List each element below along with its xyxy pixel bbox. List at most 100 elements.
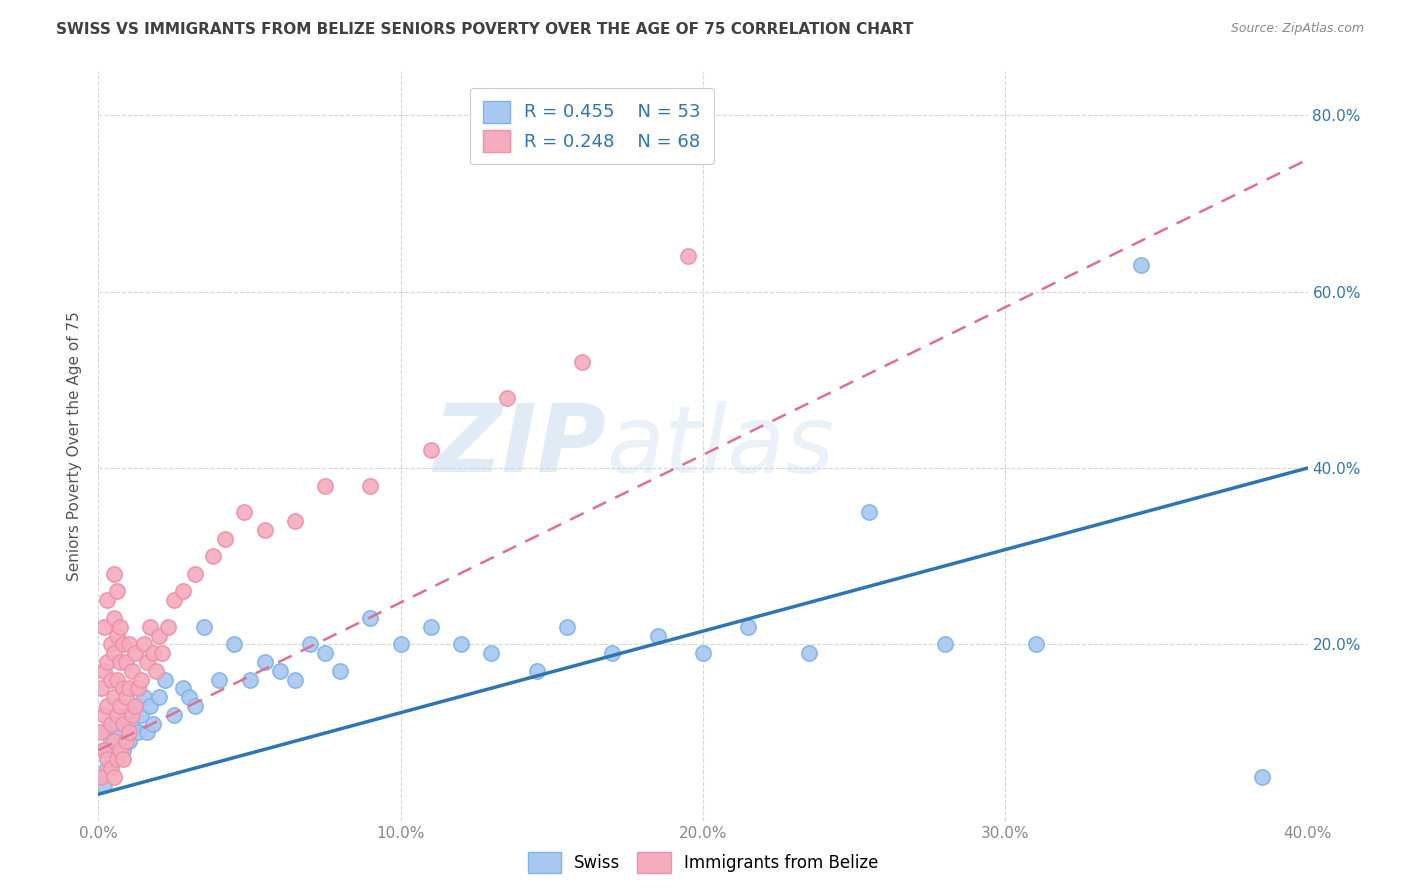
Text: ZIP: ZIP — [433, 400, 606, 492]
Point — [360, 611, 382, 625]
Point — [193, 620, 215, 634]
Point — [103, 690, 125, 705]
Point — [142, 716, 165, 731]
Point — [360, 478, 382, 492]
Point — [105, 584, 128, 599]
Y-axis label: Seniors Poverty Over the Age of 75: Seniors Poverty Over the Age of 75 — [67, 311, 83, 581]
Point — [179, 690, 201, 705]
Point — [299, 637, 322, 651]
Point — [90, 681, 112, 696]
Point — [571, 355, 593, 369]
Point — [105, 673, 128, 687]
Point — [100, 716, 122, 731]
Text: atlas: atlas — [606, 401, 835, 491]
Point — [202, 549, 225, 564]
Point — [124, 699, 146, 714]
Point — [103, 752, 125, 766]
Point — [103, 611, 125, 625]
Point — [647, 628, 669, 642]
Point — [108, 743, 131, 757]
Point — [111, 681, 134, 696]
Point — [239, 673, 262, 687]
Point — [139, 620, 162, 634]
Point — [105, 628, 128, 642]
Point — [224, 637, 246, 651]
Point — [96, 699, 118, 714]
Point — [124, 699, 146, 714]
Point — [389, 637, 412, 651]
Point — [93, 743, 115, 757]
Point — [96, 752, 118, 766]
Point — [797, 646, 820, 660]
Point — [103, 646, 125, 660]
Point — [135, 725, 157, 739]
Point — [105, 716, 128, 731]
Point — [420, 620, 443, 634]
Point — [329, 664, 352, 678]
Point — [111, 637, 134, 651]
Point — [555, 620, 578, 634]
Point — [495, 391, 517, 405]
Legend: Swiss, Immigrants from Belize: Swiss, Immigrants from Belize — [522, 846, 884, 880]
Point — [314, 646, 336, 660]
Point — [184, 566, 207, 581]
Point — [132, 690, 155, 705]
Point — [284, 673, 307, 687]
Point — [118, 734, 141, 748]
Point — [96, 655, 118, 669]
Point — [90, 770, 112, 784]
Point — [121, 716, 143, 731]
Point — [93, 707, 115, 722]
Point — [148, 690, 170, 705]
Point — [450, 637, 472, 651]
Point — [156, 620, 179, 634]
Point — [132, 637, 155, 651]
Point — [284, 514, 307, 528]
Point — [114, 655, 136, 669]
Point — [114, 690, 136, 705]
Point — [118, 681, 141, 696]
Point — [96, 725, 118, 739]
Point — [127, 725, 149, 739]
Point — [111, 743, 134, 757]
Point — [108, 725, 131, 739]
Point — [105, 707, 128, 722]
Point — [150, 646, 173, 660]
Point — [163, 707, 186, 722]
Point — [93, 778, 115, 792]
Point — [129, 707, 152, 722]
Point — [90, 770, 112, 784]
Point — [103, 566, 125, 581]
Point — [100, 673, 122, 687]
Point — [139, 699, 162, 714]
Point — [108, 699, 131, 714]
Text: Source: ZipAtlas.com: Source: ZipAtlas.com — [1230, 22, 1364, 36]
Point — [934, 637, 956, 651]
Point — [232, 505, 254, 519]
Point — [108, 620, 131, 634]
Point — [100, 734, 122, 748]
Point — [314, 478, 336, 492]
Point — [858, 505, 880, 519]
Point — [737, 620, 759, 634]
Point — [111, 752, 134, 766]
Point — [692, 646, 714, 660]
Point — [676, 250, 699, 264]
Point — [214, 532, 236, 546]
Point — [602, 646, 624, 660]
Point — [111, 716, 134, 731]
Point — [93, 664, 115, 678]
Point — [121, 664, 143, 678]
Point — [90, 725, 112, 739]
Point — [96, 593, 118, 607]
Text: SWISS VS IMMIGRANTS FROM BELIZE SENIORS POVERTY OVER THE AGE OF 75 CORRELATION C: SWISS VS IMMIGRANTS FROM BELIZE SENIORS … — [56, 22, 914, 37]
Point — [1024, 637, 1046, 651]
Point — [481, 646, 503, 660]
Point — [103, 734, 125, 748]
Point — [114, 707, 136, 722]
Point — [142, 646, 165, 660]
Point — [124, 646, 146, 660]
Point — [135, 655, 157, 669]
Point — [118, 725, 141, 739]
Point — [105, 752, 128, 766]
